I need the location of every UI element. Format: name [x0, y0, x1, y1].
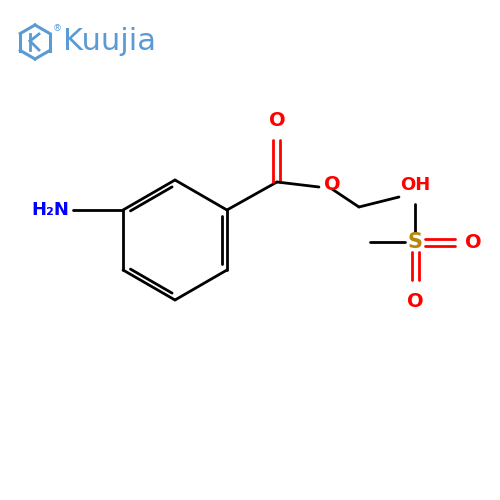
Text: S: S	[408, 232, 422, 252]
Text: O: O	[465, 232, 481, 252]
Text: O: O	[406, 292, 424, 311]
Text: O: O	[324, 174, 340, 194]
Text: O: O	[268, 111, 285, 130]
Text: ®: ®	[53, 24, 62, 33]
Text: OH: OH	[400, 176, 430, 194]
Text: H₂N: H₂N	[31, 201, 69, 219]
Text: Kuujia: Kuujia	[63, 28, 156, 56]
